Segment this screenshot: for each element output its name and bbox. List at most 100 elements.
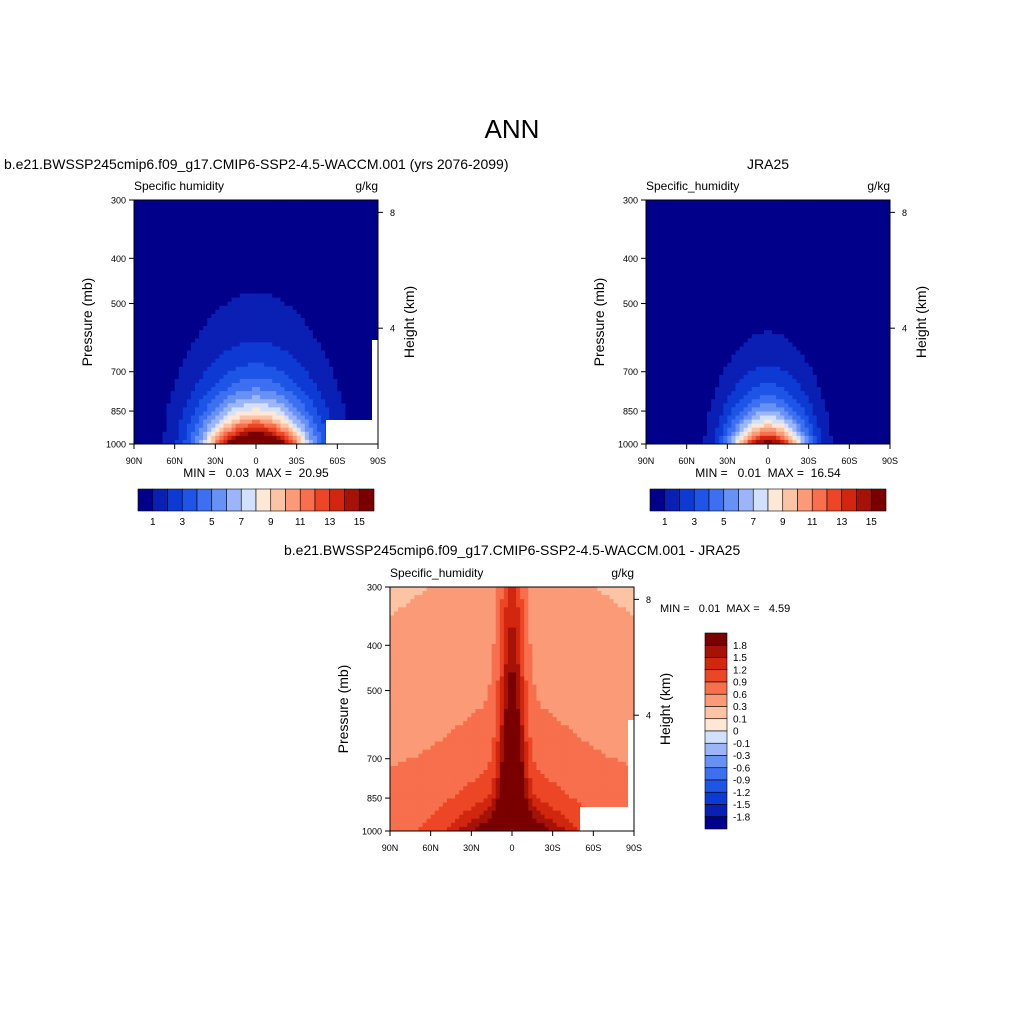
contour-cell	[804, 228, 810, 234]
contour-cell	[731, 273, 737, 278]
contour-cell	[288, 220, 294, 225]
contour-cell	[243, 419, 249, 425]
contour-cell	[170, 439, 176, 444]
contour-cell	[361, 200, 367, 205]
contour-cell	[235, 415, 241, 421]
contour-cell	[365, 370, 371, 376]
contour-cell	[292, 350, 298, 356]
contour-cell	[837, 265, 842, 270]
contour-cell	[215, 423, 220, 429]
contour-cell	[190, 330, 196, 335]
contour-cell	[268, 366, 273, 372]
contour-cell	[142, 313, 147, 319]
contour-cell	[824, 273, 830, 278]
contour-cell	[138, 415, 143, 421]
contour-cell	[369, 244, 375, 250]
colorbar-label: 5	[209, 517, 215, 528]
contour-cell	[138, 358, 143, 364]
contour-cell	[308, 370, 314, 376]
contour-cell	[702, 216, 708, 221]
contour-cell	[345, 395, 351, 400]
contour-cell	[195, 313, 200, 319]
contour-cell	[138, 403, 143, 408]
contour-cell	[800, 240, 806, 246]
contour-cell	[792, 204, 798, 209]
contour-cell	[353, 411, 359, 417]
contour-cell	[772, 285, 777, 291]
contour-cell	[211, 285, 216, 291]
contour-cell	[300, 346, 306, 352]
contour-cell	[369, 220, 375, 225]
contour-cell	[264, 248, 269, 254]
contour-cell	[349, 256, 355, 262]
contour-cell	[235, 431, 241, 437]
contour-cell	[231, 431, 237, 437]
contour-cell	[170, 378, 176, 384]
contour-cell	[203, 293, 208, 299]
contour-cell	[211, 281, 216, 286]
contour-cell	[308, 228, 314, 234]
contour-cell	[666, 240, 671, 246]
contour-cell	[288, 200, 294, 205]
contour-cell	[243, 399, 249, 404]
contour-cell	[719, 212, 724, 217]
contour-cell	[755, 224, 761, 230]
contour-cell	[312, 269, 318, 274]
contour-cell	[739, 224, 745, 230]
contour-cell	[337, 236, 342, 242]
contour-cell	[239, 350, 245, 356]
contour-cell	[260, 395, 265, 400]
contour-cell	[824, 277, 830, 282]
contour-cell	[768, 265, 773, 270]
contour-cell	[260, 366, 265, 372]
contour-cell	[690, 228, 696, 234]
contour-cell	[308, 232, 314, 238]
contour-cell	[755, 273, 761, 278]
contour-cell	[361, 326, 367, 331]
contour-cell	[731, 204, 737, 209]
contour-cell	[333, 277, 338, 282]
contour-cell	[353, 256, 359, 262]
contour-cell	[288, 403, 294, 408]
contour-cell	[751, 204, 757, 209]
contour-cell	[207, 297, 212, 303]
contour-cell	[182, 358, 188, 364]
contour-cell	[723, 208, 728, 213]
contour-cell	[829, 281, 834, 286]
contour-cell	[751, 232, 757, 238]
contour-cell	[227, 350, 233, 356]
contour-cell	[243, 322, 249, 327]
contour-cell	[841, 265, 846, 270]
contour-cell	[373, 204, 378, 209]
contour-cell	[341, 309, 347, 315]
contour-cell	[304, 374, 310, 380]
contour-cell	[239, 277, 245, 282]
contour-cell	[268, 399, 273, 404]
contour-cell	[264, 261, 269, 266]
contour-cell	[195, 387, 200, 392]
contour-cell	[304, 273, 310, 278]
contour-cell	[247, 342, 253, 347]
contour-cell	[735, 281, 741, 286]
contour-cell	[215, 407, 220, 413]
contour-cell	[268, 204, 273, 209]
contour-cell	[308, 419, 314, 425]
contour-cell	[154, 342, 159, 347]
contour-cell	[195, 374, 200, 380]
contour-cell	[243, 326, 249, 331]
contour-cell	[845, 208, 850, 213]
contour-cell	[312, 216, 318, 221]
contour-cell	[341, 305, 347, 311]
contour-cell	[304, 366, 310, 372]
contour-cell	[138, 252, 143, 258]
contour-cell	[284, 305, 290, 311]
contour-cell	[215, 346, 220, 352]
contour-cell	[670, 204, 676, 209]
contour-cell	[235, 334, 241, 339]
contour-cell	[272, 350, 277, 356]
contour-cell	[674, 248, 680, 254]
contour-cell	[829, 228, 834, 234]
contour-cell	[353, 415, 359, 421]
contour-cell	[138, 265, 143, 270]
contour-cell	[292, 403, 298, 408]
